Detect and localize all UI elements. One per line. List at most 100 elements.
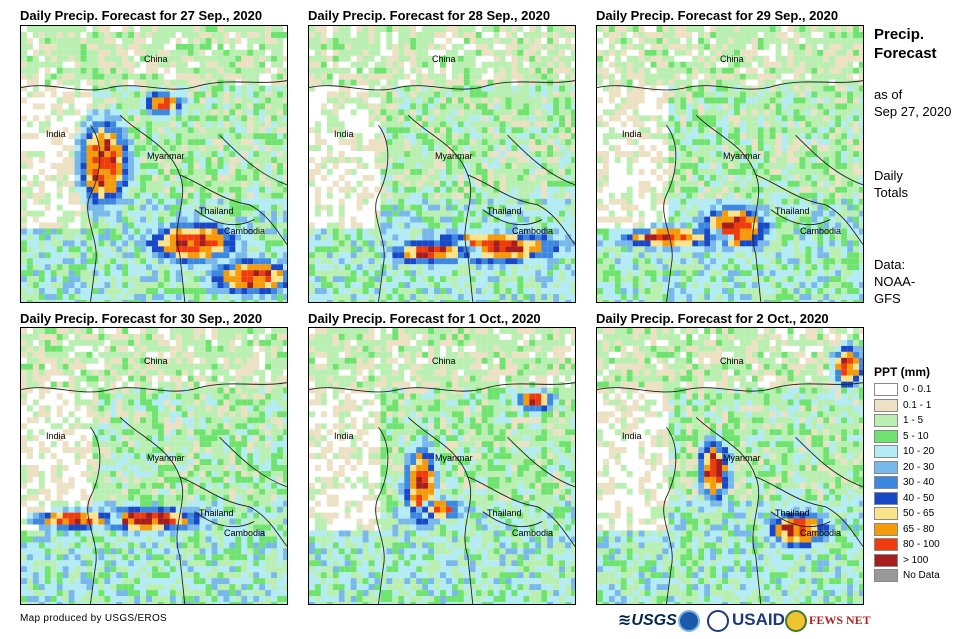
place-label-myanmar: Myanmar bbox=[435, 151, 473, 161]
legend-item: 10 - 20 bbox=[874, 444, 934, 459]
place-label-cambodia: Cambodia bbox=[512, 528, 554, 538]
legend-title: PPT (mm) bbox=[874, 365, 931, 379]
map-credit: Map produced by USGS/EROS bbox=[20, 613, 168, 624]
legend-label: 1 - 5 bbox=[903, 415, 924, 426]
place-label-cambodia: Cambodia bbox=[800, 226, 842, 236]
forecast-map: China India Myanmar Thailand Cambodia bbox=[596, 25, 864, 303]
panel-title-1: Daily Precip. Forecast for 27 Sep., 2020 bbox=[20, 8, 263, 23]
place-label-china: China bbox=[144, 356, 168, 366]
legend-swatch bbox=[874, 445, 898, 458]
legend-label: 0.1 - 1 bbox=[903, 399, 932, 411]
place-label-india: India bbox=[334, 129, 354, 139]
place-label-india: India bbox=[46, 129, 66, 139]
precip-raster bbox=[21, 328, 287, 604]
legend-item: 30 - 40 bbox=[874, 475, 934, 490]
place-label-thailand: Thailand bbox=[199, 206, 234, 216]
as-of-date: as of Sep 27, 2020 bbox=[874, 86, 951, 120]
legend-label: 20 - 30 bbox=[903, 461, 935, 473]
panel-title-6: Daily Precip. Forecast for 2 Oct., 2020 bbox=[596, 311, 829, 326]
legend-item: 5 - 10 bbox=[874, 429, 929, 444]
legend-label: 0 - 0.1 bbox=[903, 384, 932, 395]
legend-item: 65 - 80 bbox=[874, 522, 934, 537]
legend-swatch bbox=[874, 491, 898, 505]
data-source: Data: NOAA- GFS bbox=[874, 256, 915, 307]
place-label-china: China bbox=[720, 356, 744, 366]
precip-raster bbox=[309, 328, 575, 604]
period-label: Daily Totals bbox=[874, 167, 908, 201]
legend-label: 50 - 65 bbox=[903, 508, 935, 519]
place-label-thailand: Thailand bbox=[487, 508, 522, 518]
legend-label: 30 - 40 bbox=[903, 477, 935, 488]
legend-item: 0.1 - 1 bbox=[874, 398, 931, 413]
place-label-cambodia: Cambodia bbox=[224, 528, 266, 538]
place-label-myanmar: Myanmar bbox=[147, 151, 185, 161]
legend-label: > 100 bbox=[903, 554, 929, 566]
legend-swatch bbox=[874, 460, 898, 474]
panel-title-5: Daily Precip. Forecast for 1 Oct., 2020 bbox=[308, 311, 541, 326]
place-label-myanmar: Myanmar bbox=[723, 453, 761, 463]
legend-label: 10 - 20 bbox=[903, 446, 935, 457]
place-label-india: India bbox=[622, 129, 642, 139]
panel-title-3: Daily Precip. Forecast for 29 Sep., 2020 bbox=[596, 8, 839, 23]
usgs-logo: ≋USGS bbox=[618, 612, 677, 629]
precip-raster bbox=[597, 328, 863, 604]
legend-label: 40 - 50 bbox=[903, 492, 935, 504]
legend-swatch bbox=[874, 383, 898, 396]
legend-item: No Data bbox=[874, 568, 940, 583]
sidebar-title: Precip. Forecast bbox=[874, 25, 937, 63]
source-line2: NOAA- bbox=[874, 274, 916, 289]
place-label-thailand: Thailand bbox=[487, 206, 522, 216]
legend-label: 5 - 10 bbox=[903, 430, 929, 442]
place-label-cambodia: Cambodia bbox=[800, 528, 842, 538]
legend-item: 1 - 5 bbox=[874, 413, 923, 428]
place-label-india: India bbox=[334, 431, 354, 441]
place-label-myanmar: Myanmar bbox=[435, 453, 473, 463]
period-line2: Totals bbox=[874, 185, 908, 200]
as-of-label: as of bbox=[874, 87, 903, 102]
legend-swatch bbox=[874, 522, 898, 536]
place-label-china: China bbox=[432, 356, 456, 366]
forecast-map: China India Myanmar Thailand Cambodia bbox=[20, 327, 288, 605]
place-label-thailand: Thailand bbox=[775, 508, 810, 518]
as-of-value: Sep 27, 2020 bbox=[874, 104, 952, 119]
fews-net-logo: FEWS NET bbox=[809, 612, 871, 627]
legend-swatch bbox=[874, 429, 898, 443]
place-label-china: China bbox=[144, 54, 168, 64]
legend-item: 40 - 50 bbox=[874, 491, 934, 506]
legend-swatch bbox=[874, 538, 898, 551]
period-line1: Daily bbox=[874, 168, 903, 183]
legend-swatch bbox=[874, 476, 898, 489]
legend-swatch bbox=[874, 569, 898, 582]
legend-swatch bbox=[874, 414, 898, 427]
legend-item: > 100 bbox=[874, 553, 928, 568]
source-line3: GFS bbox=[874, 291, 901, 306]
legend-item: 50 - 65 bbox=[874, 506, 934, 521]
place-label-cambodia: Cambodia bbox=[224, 226, 266, 236]
legend-label: 80 - 100 bbox=[903, 539, 940, 550]
place-label-china: China bbox=[432, 54, 456, 64]
forecast-map: China India Myanmar Thailand Cambodia bbox=[20, 25, 288, 303]
place-label-thailand: Thailand bbox=[775, 206, 810, 216]
precip-raster bbox=[597, 26, 863, 302]
legend-swatch bbox=[874, 507, 898, 520]
legend-item: 20 - 30 bbox=[874, 460, 934, 475]
place-label-india: India bbox=[46, 431, 66, 441]
source-line1: Data: bbox=[874, 257, 906, 272]
place-label-myanmar: Myanmar bbox=[147, 453, 185, 463]
panel-title-2: Daily Precip. Forecast for 28 Sep., 2020 bbox=[308, 8, 551, 23]
place-label-india: India bbox=[622, 431, 642, 441]
legend-label: No Data bbox=[903, 570, 940, 581]
place-label-thailand: Thailand bbox=[199, 508, 234, 518]
place-label-cambodia: Cambodia bbox=[512, 226, 554, 236]
usaid-logo: USAID bbox=[732, 610, 785, 629]
panel-title-4: Daily Precip. Forecast for 30 Sep., 2020 bbox=[20, 311, 263, 326]
legend-swatch bbox=[874, 398, 898, 412]
sidebar-title-line2: Forecast bbox=[874, 45, 937, 62]
precip-raster bbox=[21, 26, 287, 302]
place-label-china: China bbox=[720, 54, 744, 64]
noaa-logo bbox=[678, 610, 700, 632]
forecast-map: China India Myanmar Thailand Cambodia bbox=[596, 327, 864, 605]
place-label-myanmar: Myanmar bbox=[723, 151, 761, 161]
legend-swatch bbox=[874, 553, 898, 567]
usaid-seal-icon bbox=[707, 610, 729, 632]
